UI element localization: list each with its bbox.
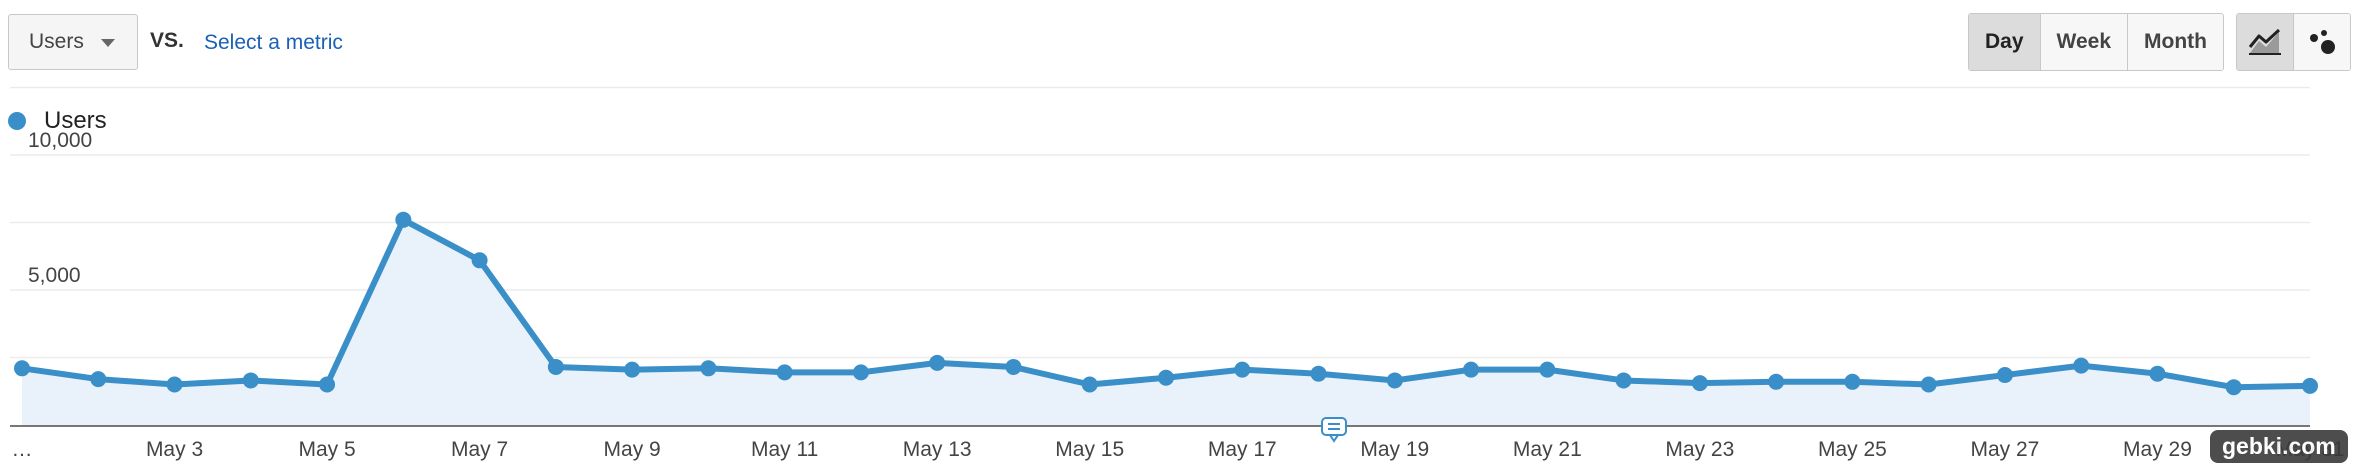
data-point[interactable] <box>1691 375 1708 392</box>
x-tick-label: May 25 <box>1818 438 1887 461</box>
metric-select[interactable]: Users <box>8 14 138 70</box>
data-point[interactable] <box>852 364 869 381</box>
vs-label: VS. <box>150 29 184 52</box>
motion-chart-icon <box>2310 30 2335 54</box>
period-toggle: Day Week Month <box>1968 13 2224 71</box>
data-point[interactable] <box>700 360 717 377</box>
data-point[interactable] <box>1463 361 1480 378</box>
legend-series-dot <box>8 112 26 130</box>
x-tick-label: May 21 <box>1513 438 1582 461</box>
annotation-marker[interactable] <box>1321 417 1347 443</box>
data-point[interactable] <box>2073 357 2090 374</box>
data-point[interactable] <box>471 252 488 269</box>
data-point[interactable] <box>2149 365 2166 382</box>
x-tick-label: May 11 <box>751 438 818 461</box>
chart-legend: Users <box>8 107 107 135</box>
data-point[interactable] <box>1386 372 1403 389</box>
data-point[interactable] <box>2302 377 2318 394</box>
week-button[interactable]: Week <box>2039 14 2128 70</box>
x-tick-label: May 17 <box>1208 438 1277 461</box>
watermark: gebki.com <box>2210 430 2348 463</box>
y-tick-label: 10,000 <box>28 129 92 152</box>
data-point[interactable] <box>166 376 183 393</box>
data-point[interactable] <box>14 360 30 377</box>
data-point[interactable] <box>90 371 107 388</box>
data-point[interactable] <box>1310 365 1327 382</box>
x-tick-label: May 5 <box>298 438 355 461</box>
x-tick-label: May 15 <box>1055 438 1124 461</box>
legend-series-label: Users <box>44 107 107 134</box>
data-point[interactable] <box>1615 372 1632 389</box>
x-tick-label: May 27 <box>1970 438 2039 461</box>
data-point[interactable] <box>395 211 412 228</box>
line-chart-icon <box>2248 28 2281 55</box>
data-point[interactable] <box>1158 369 1174 386</box>
x-tick-label: … <box>12 438 33 461</box>
data-point[interactable] <box>1005 358 1022 375</box>
select-metric-link[interactable]: Select a metric <box>204 31 343 54</box>
data-point[interactable] <box>1539 361 1556 378</box>
day-button[interactable]: Day <box>1969 14 2040 70</box>
metric-select-value: Users <box>29 30 84 53</box>
x-tick-label: May 13 <box>903 438 972 461</box>
data-point[interactable] <box>1920 376 1937 393</box>
x-tick-label: May 7 <box>451 438 508 461</box>
data-point[interactable] <box>1234 361 1251 378</box>
motion-chart-view-button[interactable] <box>2293 14 2350 70</box>
data-point[interactable] <box>547 358 564 375</box>
data-point[interactable] <box>776 364 793 381</box>
x-tick-label: May 23 <box>1665 438 1734 461</box>
x-tick-label: May 9 <box>604 438 661 461</box>
x-tick-label: May 19 <box>1360 438 1429 461</box>
x-tick-label: May 29 <box>2123 438 2192 461</box>
series-area-users <box>22 219 2310 425</box>
data-point[interactable] <box>1996 367 2013 384</box>
data-point[interactable] <box>1081 376 1098 393</box>
line-chart-view-button[interactable] <box>2237 14 2293 70</box>
caret-down-icon <box>101 39 115 47</box>
data-point[interactable] <box>624 361 641 378</box>
chart-view-toggle <box>2236 13 2351 71</box>
month-button[interactable]: Month <box>2127 14 2223 70</box>
data-point[interactable] <box>319 376 336 393</box>
y-tick-label: 5,000 <box>28 264 81 287</box>
data-point[interactable] <box>242 372 259 389</box>
data-point[interactable] <box>929 354 946 371</box>
data-point[interactable] <box>1768 373 1785 390</box>
data-point[interactable] <box>1844 373 1861 390</box>
x-tick-label: May 3 <box>146 438 203 461</box>
data-point[interactable] <box>2225 379 2242 396</box>
